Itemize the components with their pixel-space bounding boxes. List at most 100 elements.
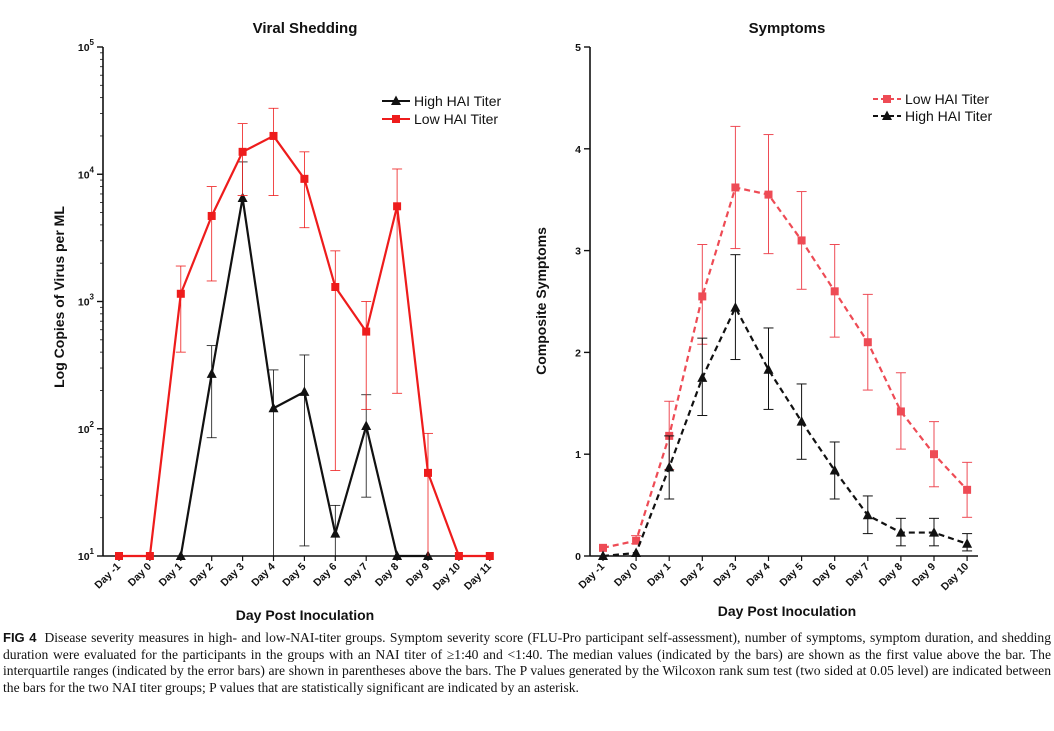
y-tick-label: 104 (78, 165, 95, 181)
y-tick-base: 10 (78, 551, 90, 563)
series-1 (115, 107, 494, 560)
data-point (393, 202, 402, 211)
data-point (829, 464, 840, 475)
y-tick-base: 10 (78, 169, 90, 181)
x-tick-label: Day 2 (188, 561, 216, 589)
y-tick-label: 103 (78, 293, 95, 309)
y-tick-label: 5 (575, 42, 581, 54)
x-tick-label: Day 10 (939, 561, 972, 594)
y-tick-exponent: 2 (90, 420, 95, 429)
y-tick-label: 1 (575, 449, 581, 461)
y-tick-base: 10 (78, 297, 90, 309)
x-tick-label: Day 1 (645, 561, 673, 589)
data-point (929, 527, 939, 537)
legend-marker (391, 95, 401, 105)
data-point (269, 131, 278, 140)
x-axis-label: Day Post Inoculation (718, 603, 856, 619)
data-point (300, 174, 309, 183)
y-tick-label: 4 (575, 144, 581, 156)
data-point (424, 468, 432, 477)
data-point (631, 547, 642, 557)
data-point (175, 550, 186, 560)
data-point (697, 372, 708, 382)
data-point (763, 364, 774, 374)
x-axis-label: Day Post Inoculation (236, 607, 374, 623)
x-tick-label: Day 9 (404, 561, 432, 589)
data-point (862, 509, 873, 520)
legend-entry: High HAI Titer (873, 108, 992, 124)
data-point (730, 302, 741, 312)
legend-marker (392, 115, 400, 123)
x-tick-label: Day 0 (126, 561, 154, 589)
data-point (731, 183, 740, 192)
data-point (930, 450, 938, 459)
data-point (863, 338, 872, 347)
series-1 (598, 254, 973, 560)
y-tick-base: 10 (78, 424, 90, 436)
data-point (599, 543, 607, 552)
y-tick-exponent: 4 (90, 165, 95, 174)
data-point (485, 552, 494, 560)
y-tick-base: 10 (78, 42, 90, 54)
x-tick-label: Day 0 (612, 561, 640, 589)
data-point (331, 283, 340, 292)
x-tick-label: Day -1 (92, 561, 123, 592)
data-point (764, 190, 773, 199)
legend-label: High HAI Titer (905, 108, 992, 124)
y-tick-label: 101 (78, 547, 95, 563)
x-tick-label: Day 8 (373, 561, 401, 589)
data-point (207, 211, 216, 220)
y-tick-label: 2 (575, 347, 581, 359)
legend-entry: Low HAI Titer (382, 111, 498, 127)
x-tick-label: Day -1 (576, 561, 607, 592)
data-point (238, 147, 247, 156)
x-tick-label: Day 4 (249, 561, 277, 589)
series-0 (175, 161, 433, 560)
x-tick-label: Day 9 (910, 561, 938, 589)
data-point (454, 552, 463, 560)
data-point (362, 327, 371, 336)
x-tick-label: Day 6 (811, 561, 839, 589)
y-tick-label: 3 (575, 246, 581, 258)
figure-caption: FIG 4 Disease severity measures in high- … (3, 630, 1051, 696)
chart-title: Viral Shedding (253, 20, 358, 37)
data-point (145, 552, 154, 560)
caption-label: FIG 4 (3, 630, 37, 645)
y-tick-exponent: 3 (90, 293, 95, 302)
data-point (237, 192, 248, 203)
data-point (268, 402, 279, 413)
y-axis-label: Log Copies of Virus per ML (51, 206, 67, 388)
y-tick-exponent: 1 (90, 547, 95, 556)
data-point (392, 550, 403, 560)
x-tick-label: Day 8 (877, 561, 905, 589)
legend-entry: High HAI Titer (382, 93, 501, 109)
y-tick-exponent: 5 (90, 38, 95, 47)
series-line (602, 306, 968, 558)
legend-marker (882, 110, 892, 120)
chart-1: Symptoms 0 1 2 3 4 5 Day -1 Day 0 Day 1 Day 2 Day 3… (533, 20, 992, 619)
data-point (299, 386, 310, 396)
data-point (206, 368, 217, 378)
legend-marker (883, 95, 891, 103)
data-point (664, 461, 675, 472)
data-point (698, 292, 707, 301)
data-point (796, 416, 807, 426)
legend-label: Low HAI Titer (905, 91, 989, 107)
data-point (797, 236, 806, 245)
caption-text: Disease severity measures in high- and l… (3, 630, 1051, 695)
chart-title: Symptoms (749, 20, 826, 37)
x-tick-label: Day 11 (462, 561, 494, 593)
x-tick-label: Day 6 (311, 561, 339, 589)
data-point (963, 485, 972, 494)
data-point (176, 289, 185, 298)
legend-label: High HAI Titer (414, 93, 501, 109)
legend-label: Low HAI Titer (414, 111, 498, 127)
data-point (962, 538, 973, 548)
legend-entry: Low HAI Titer (873, 91, 989, 107)
y-tick-label: 102 (78, 420, 95, 436)
series-0 (599, 125, 973, 552)
x-tick-label: Day 1 (157, 561, 185, 589)
x-tick-label: Day 3 (218, 561, 246, 589)
